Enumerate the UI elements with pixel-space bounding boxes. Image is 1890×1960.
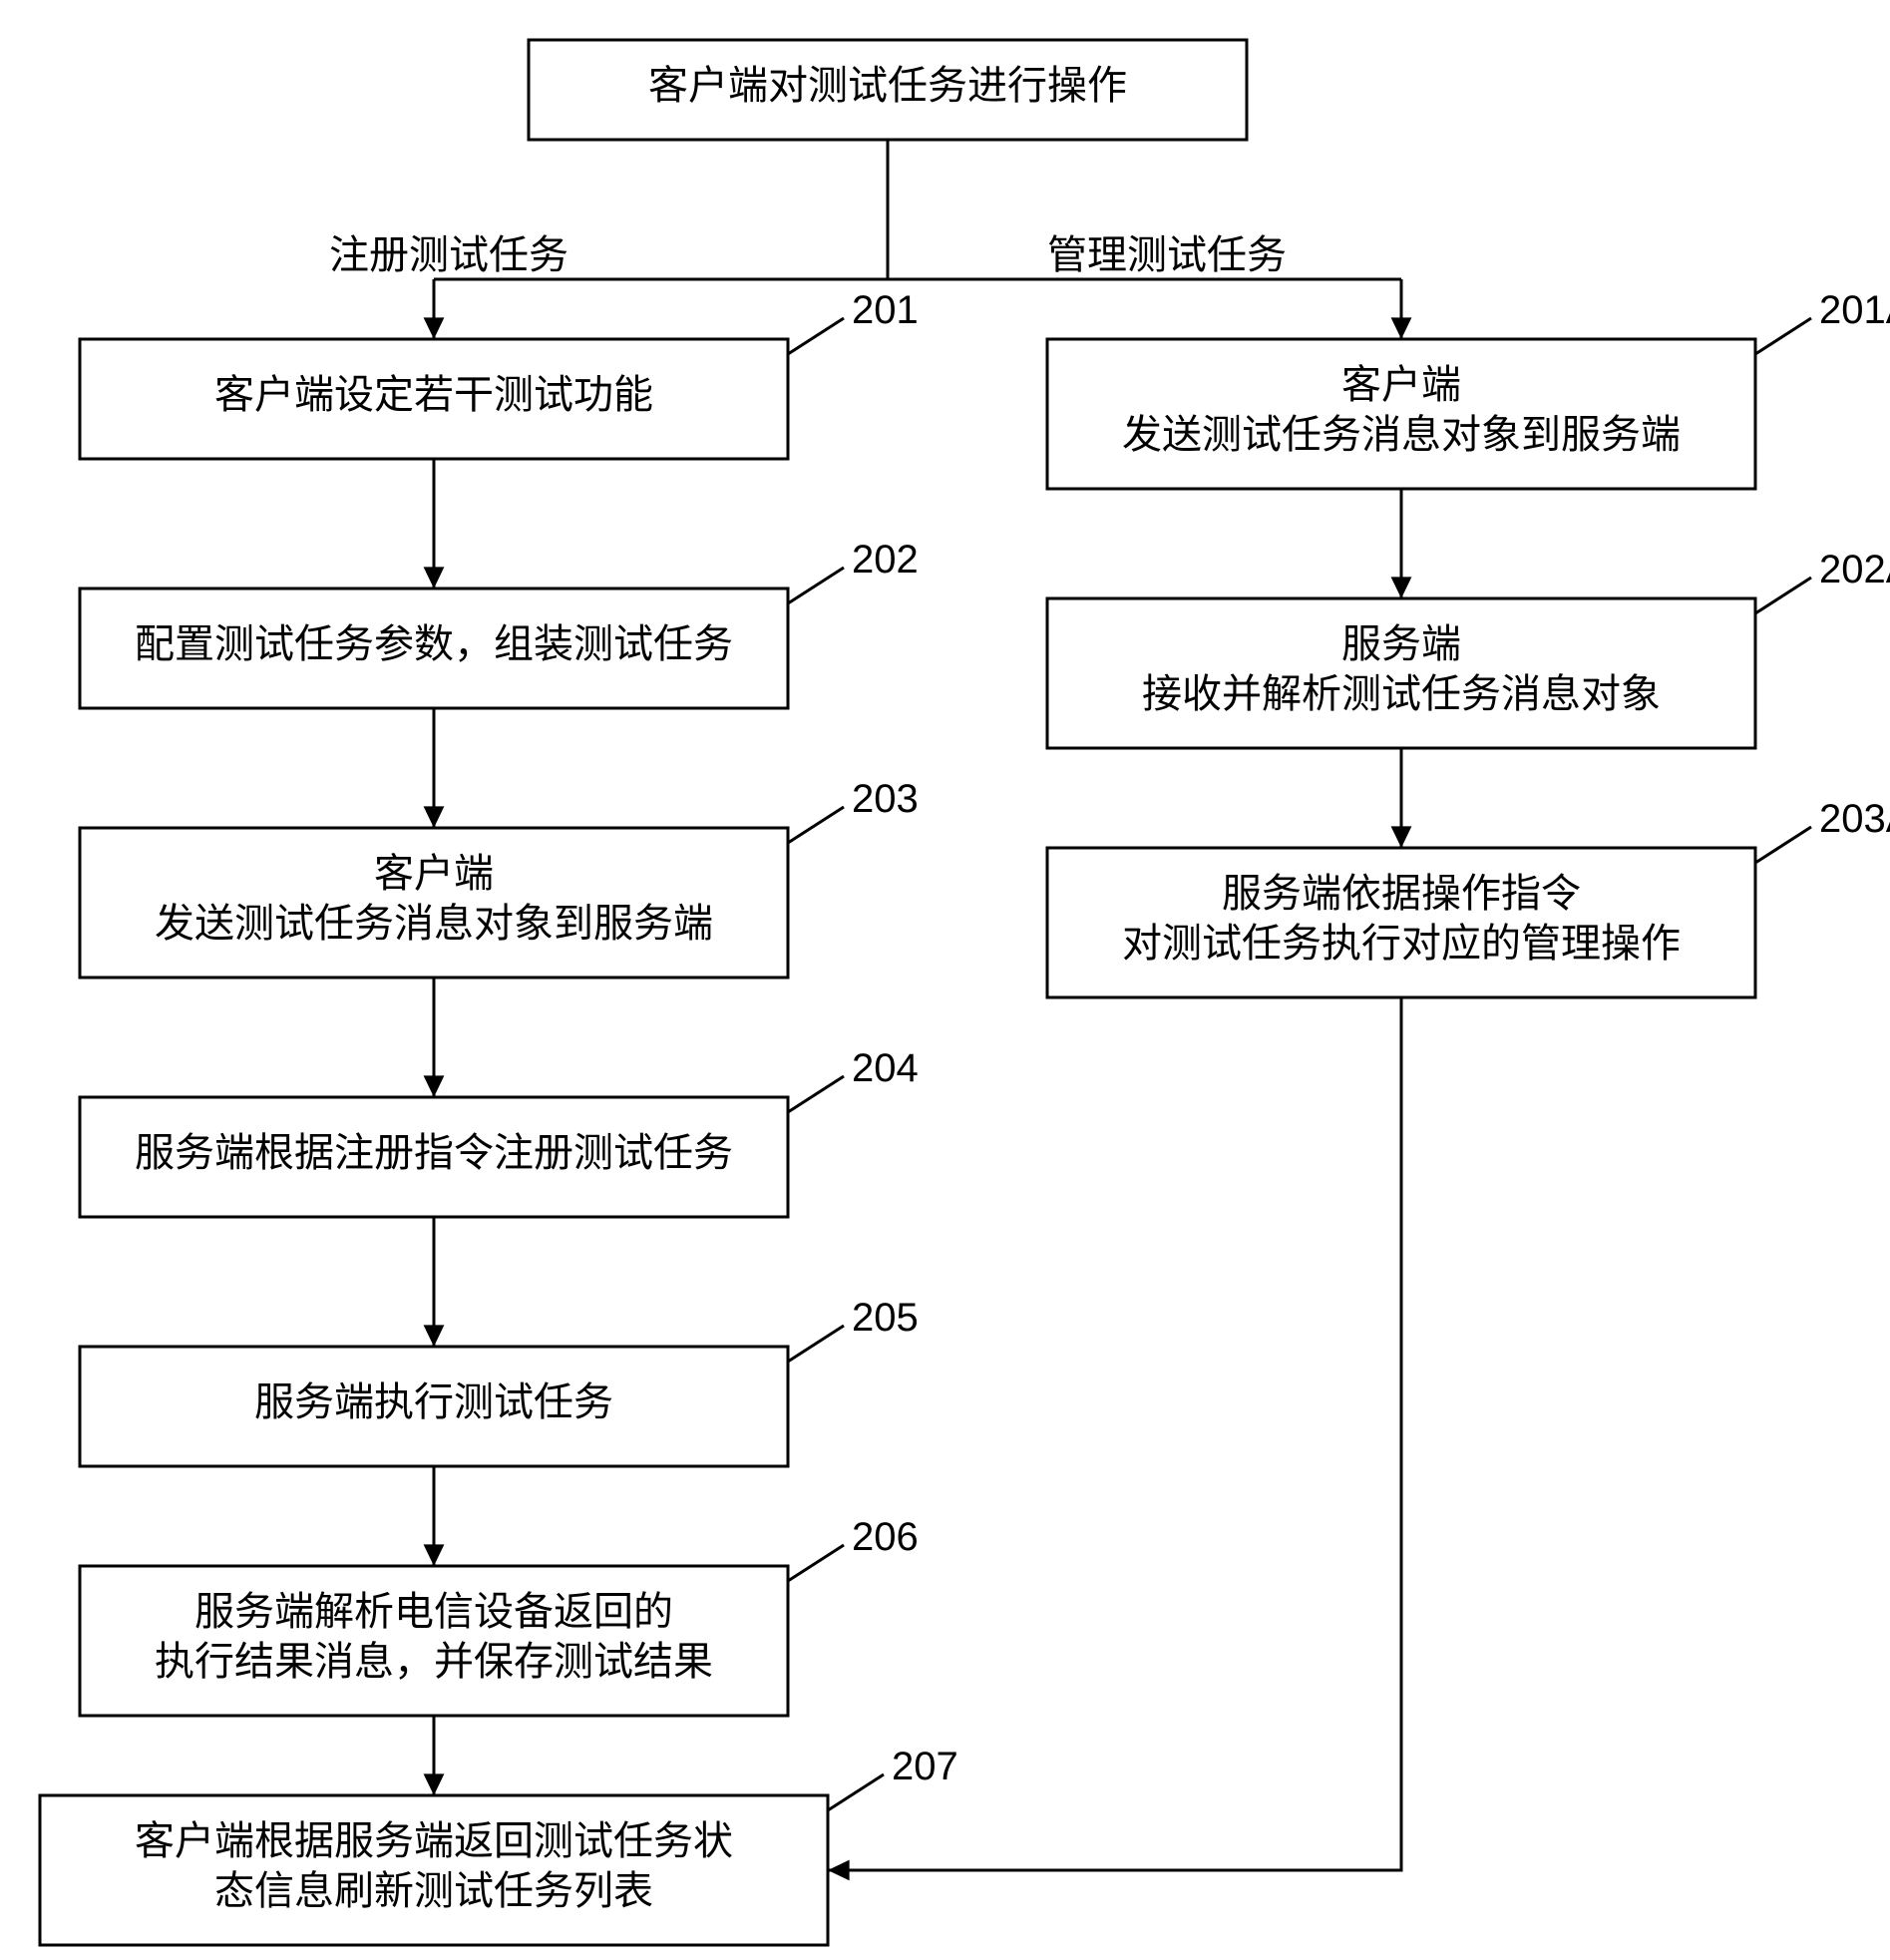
flow-box-202A: 服务端接收并解析测试任务消息对象 [1047,598,1755,748]
flow-box-204: 服务端根据注册指令注册测试任务 [80,1097,788,1217]
arrow-to-201 [424,279,445,339]
box-text: 客户端设定若干测试功能 [214,372,653,417]
arrow-202A-203A [1391,748,1412,848]
box-text: 服务端 [1341,621,1461,666]
flow-box-203: 客户端发送测试任务消息对象到服务端 [80,828,788,978]
box-text: 发送测试任务消息对象到服务端 [1122,412,1681,457]
box-text: 客户端对测试任务进行操作 [648,63,1127,108]
step-number: 202 [852,538,919,582]
step-label-201: 201 [788,288,919,354]
branch-label-left: 注册测试任务 [329,232,568,277]
step-number: 202A [1819,548,1890,591]
flow-box-203A: 服务端依据操作指令对测试任务执行对应的管理操作 [1047,848,1755,997]
box-text: 服务端根据注册指令注册测试任务 [135,1130,733,1175]
arrow-201-202 [424,459,445,588]
step-number: 201 [852,288,919,332]
arrow-to-201A [1391,279,1412,339]
box-text: 对测试任务执行对应的管理操作 [1122,921,1681,966]
arrow-202-203 [424,708,445,828]
arrow-203-204 [424,978,445,1097]
arrow-204-205 [424,1217,445,1347]
step-number: 206 [852,1515,919,1559]
box-text: 发送测试任务消息对象到服务端 [155,901,713,946]
step-label-201A: 201A [1755,288,1890,354]
box-text: 服务端解析电信设备返回的 [194,1589,673,1634]
box-text: 客户端根据服务端返回测试任务状 [135,1818,733,1863]
box-text: 接收并解析测试任务消息对象 [1142,671,1661,716]
step-label-207: 207 [828,1745,958,1810]
box-text: 服务端执行测试任务 [254,1379,613,1424]
step-number: 203A [1819,797,1890,841]
step-label-203A: 203A [1755,797,1890,863]
arrow-206-207 [424,1716,445,1795]
flow-box-201: 客户端设定若干测试功能 [80,339,788,459]
box-text: 执行结果消息，并保存测试结果 [155,1639,713,1684]
step-label-206: 206 [788,1515,919,1581]
flow-box-207: 客户端根据服务端返回测试任务状态信息刷新测试任务列表 [40,1795,828,1945]
flow-box-201A: 客户端发送测试任务消息对象到服务端 [1047,339,1755,489]
step-label-202A: 202A [1755,548,1890,613]
flow-box-205: 服务端执行测试任务 [80,1347,788,1466]
box-text: 服务端依据操作指令 [1222,871,1581,916]
flow-box-202: 配置测试任务参数，组装测试任务 [80,588,788,708]
branch-label-right: 管理测试任务 [1047,232,1287,277]
box-text: 配置测试任务参数，组装测试任务 [135,621,733,666]
box-text: 态信息刷新测试任务列表 [214,1868,653,1913]
arrow-205-206 [424,1466,445,1566]
step-number: 203 [852,777,919,821]
step-number: 204 [852,1046,919,1090]
arrow-201A-202A [1391,489,1412,598]
flow-box-206: 服务端解析电信设备返回的执行结果消息，并保存测试结果 [80,1566,788,1716]
step-number: 205 [852,1296,919,1340]
step-number: 207 [892,1745,958,1788]
step-label-202: 202 [788,538,919,603]
step-label-203: 203 [788,777,919,843]
box-text: 客户端 [374,851,494,896]
step-label-204: 204 [788,1046,919,1112]
flow-box-root: 客户端对测试任务进行操作 [529,40,1247,140]
step-number: 201A [1819,288,1890,332]
step-label-205: 205 [788,1296,919,1362]
box-text: 客户端 [1341,362,1461,407]
